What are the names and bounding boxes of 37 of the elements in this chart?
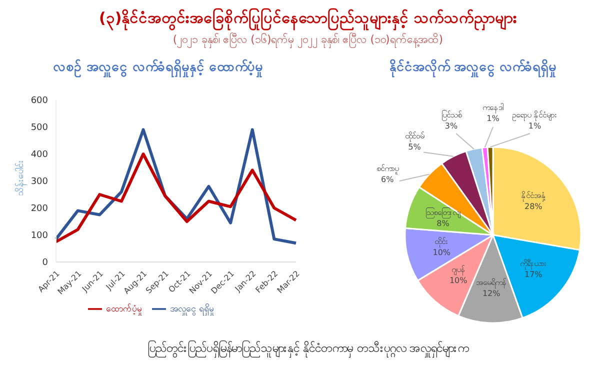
- legend-label: အလှူငွေ ရရှိမှု: [170, 304, 214, 314]
- data-label: 8%: [436, 219, 450, 228]
- y-tick-label: 300: [30, 177, 48, 188]
- y-tick-label: 100: [30, 231, 48, 242]
- slice-label: နိုင်ငံအနှံ့: [520, 190, 546, 202]
- line-series: [54, 152, 298, 244]
- chart-title: လစဉ် အလှူငွေ လက်ခံရရှိမှုနှင့် ထောက်ပံ့မှု: [52, 58, 264, 80]
- slice-label: ဥရောပ နိုင်ငံများ: [512, 109, 558, 122]
- data-label: 3%: [444, 121, 458, 130]
- slice-label: ပြင်သစ်: [441, 109, 462, 122]
- y-axis-title: သိန်းပေါင်း: [14, 160, 27, 196]
- data-label: 10%: [449, 276, 468, 285]
- text: ပြည်တွင်းပြည်ပရှိမြန်မာပြည်သူများနှင့် နိုင်ငံတကာမှ တသီးပုဂ္ဂလ အလှူရှင်များက: [146, 340, 470, 358]
- y-tick-label: 500: [30, 123, 48, 134]
- chart-title: နိုင်ငံအလိုက် အလှူငွေ လက်ခံရရှိမှု: [388, 58, 558, 80]
- data-label: 5%: [408, 142, 422, 152]
- slice-label: အမေရိကန်: [476, 276, 507, 289]
- data-label: 6%: [380, 175, 394, 184]
- y-tick-label: 600: [30, 96, 48, 106]
- slice-label: ဂျပန်: [451, 264, 466, 276]
- data-label: 17%: [524, 270, 543, 280]
- y-tick-label: 0: [42, 258, 48, 268]
- data-label: 10%: [432, 248, 451, 258]
- data-label: 12%: [482, 288, 501, 298]
- y-tick-label: 200: [30, 204, 48, 214]
- legend-label: ထောက်ပံ့မှု: [106, 304, 142, 314]
- text: (၃)နိုင်ငံအတွင်းအခြေစိုက်ပြုပြင်နေသောပြည်သူများနှင့် သက်သက်ညှာများ: [98, 8, 518, 30]
- text: (၂၀၂၁ ခုနှစ်၊ ဧပြီလ (၁၆)ရက်မှ ၂၀၂၂ ခုနှစ်၊ ဧပြီလ (၁၀)ရက်နေ့အထိ): [172, 32, 444, 48]
- slice-label: ကနေဒါ: [482, 102, 504, 114]
- slice-label: ထိုင်ဝမ်: [405, 130, 424, 143]
- data-label: 1%: [486, 114, 500, 123]
- data-label: 1%: [528, 121, 542, 130]
- slice-label: စင်ကာပူ: [376, 163, 398, 175]
- slice-label: ထိုင်း: [434, 236, 449, 248]
- slice-label: ကိုရီးယား: [520, 258, 547, 270]
- y-tick-label: 400: [30, 150, 48, 160]
- data-label: 28%: [524, 202, 543, 211]
